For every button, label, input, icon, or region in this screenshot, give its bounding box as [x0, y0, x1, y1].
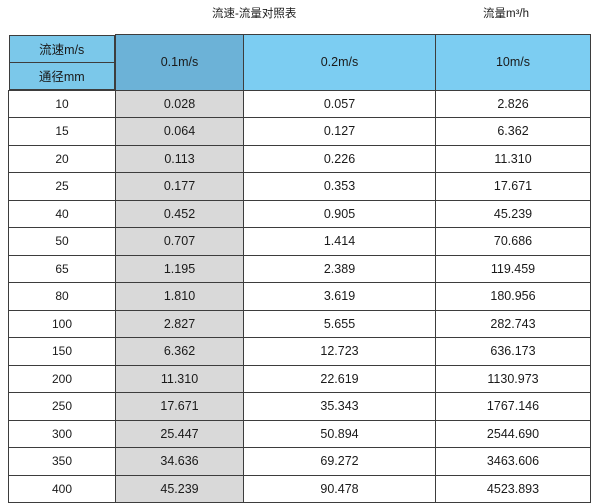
table-row: 50 0.707 1.414 70.686 — [8, 227, 591, 256]
column-header-0: 0.1m/s — [115, 34, 244, 91]
cell-flow-0: 34.636 — [115, 447, 244, 476]
table-row: 25 0.177 0.353 17.671 — [8, 172, 591, 201]
table-row: 65 1.195 2.389 119.459 — [8, 254, 591, 283]
cell-flow-2: 2544.690 — [435, 419, 591, 448]
cell-flow-1: 3.619 — [243, 282, 436, 311]
table-row: 400 45.239 90.478 4523.893 — [8, 474, 591, 503]
cell-flow-1: 0.226 — [243, 144, 436, 173]
cell-diameter: 65 — [8, 254, 116, 283]
cell-diameter: 40 — [8, 199, 116, 228]
cell-flow-0: 0.064 — [115, 117, 244, 146]
cell-diameter: 400 — [8, 474, 116, 503]
corner-header-diameter: 通径mm — [8, 61, 115, 90]
cell-flow-1: 0.127 — [243, 117, 436, 146]
table-header: 流速m/s 通径mm 0.1m/s 0.2m/s 10m/s — [8, 34, 591, 91]
cell-flow-0: 11.310 — [115, 364, 244, 393]
cell-flow-0: 45.239 — [115, 474, 244, 503]
flow-unit-label: 流量m³/h — [483, 8, 529, 20]
table-row: 100 2.827 5.655 282.743 — [8, 309, 591, 338]
cell-flow-2: 119.459 — [435, 254, 591, 283]
flow-velocity-table: 流速m/s 通径mm 0.1m/s 0.2m/s 10m/s 10 0.028 0.… — [8, 34, 591, 503]
cell-flow-0: 0.177 — [115, 172, 244, 201]
cell-flow-0: 0.113 — [115, 144, 244, 173]
cell-flow-2: 45.239 — [435, 199, 591, 228]
cell-flow-0: 1.810 — [115, 282, 244, 311]
cell-flow-1: 22.619 — [243, 364, 436, 393]
cell-flow-2: 70.686 — [435, 227, 591, 256]
cell-flow-1: 90.478 — [243, 474, 436, 503]
cell-flow-1: 0.905 — [243, 199, 436, 228]
cell-diameter: 150 — [8, 337, 116, 366]
cell-flow-1: 69.272 — [243, 447, 436, 476]
cell-diameter: 350 — [8, 447, 116, 476]
caption-row: 流速-流量对照表 流量m³/h — [0, 0, 600, 34]
cell-flow-1: 0.057 — [243, 89, 436, 118]
cell-flow-1: 50.894 — [243, 419, 436, 448]
cell-flow-2: 4523.893 — [435, 474, 591, 503]
flow-velocity-table-container: 流速m/s 通径mm 0.1m/s 0.2m/s 10m/s 10 0.028 0.… — [8, 34, 591, 503]
cell-flow-2: 636.173 — [435, 337, 591, 366]
cell-diameter: 300 — [8, 419, 116, 448]
cell-diameter: 15 — [8, 117, 116, 146]
corner-header-velocity: 流速m/s — [8, 34, 115, 63]
cell-flow-2: 1767.146 — [435, 392, 591, 421]
table-row: 15 0.064 0.127 6.362 — [8, 117, 591, 146]
cell-diameter: 10 — [8, 89, 116, 118]
cell-flow-0: 17.671 — [115, 392, 244, 421]
corner-header-cell: 流速m/s 通径mm — [8, 34, 116, 91]
cell-diameter: 50 — [8, 227, 116, 256]
table-row: 250 17.671 35.343 1767.146 — [8, 392, 591, 421]
cell-flow-0: 2.827 — [115, 309, 244, 338]
cell-diameter: 25 — [8, 172, 116, 201]
cell-diameter: 100 — [8, 309, 116, 338]
page-title: 流速-流量对照表 — [212, 8, 297, 20]
cell-flow-0: 0.028 — [115, 89, 244, 118]
cell-flow-0: 0.707 — [115, 227, 244, 256]
cell-flow-0: 6.362 — [115, 337, 244, 366]
cell-diameter: 80 — [8, 282, 116, 311]
cell-flow-2: 17.671 — [435, 172, 591, 201]
table-row: 80 1.810 3.619 180.956 — [8, 282, 591, 311]
cell-flow-2: 2.826 — [435, 89, 591, 118]
table-row: 350 34.636 69.272 3463.606 — [8, 447, 591, 476]
table-row: 300 25.447 50.894 2544.690 — [8, 419, 591, 448]
cell-flow-2: 6.362 — [435, 117, 591, 146]
column-header-2: 10m/s — [435, 34, 591, 91]
table-row: 10 0.028 0.057 2.826 — [8, 89, 591, 118]
table-row: 150 6.362 12.723 636.173 — [8, 337, 591, 366]
cell-flow-0: 25.447 — [115, 419, 244, 448]
cell-flow-2: 1130.973 — [435, 364, 591, 393]
cell-flow-0: 1.195 — [115, 254, 244, 283]
cell-flow-1: 1.414 — [243, 227, 436, 256]
table-row: 200 11.310 22.619 1130.973 — [8, 364, 591, 393]
cell-diameter: 200 — [8, 364, 116, 393]
cell-flow-0: 0.452 — [115, 199, 244, 228]
table-body: 10 0.028 0.057 2.826 15 0.064 0.127 6.362 20 0.11… — [8, 89, 591, 503]
cell-flow-2: 282.743 — [435, 309, 591, 338]
cell-diameter: 250 — [8, 392, 116, 421]
cell-flow-1: 2.389 — [243, 254, 436, 283]
table-row: 40 0.452 0.905 45.239 — [8, 199, 591, 228]
table-row: 20 0.113 0.226 11.310 — [8, 144, 591, 173]
cell-flow-1: 0.353 — [243, 172, 436, 201]
cell-flow-2: 3463.606 — [435, 447, 591, 476]
cell-flow-2: 11.310 — [435, 144, 591, 173]
table-header-row: 流速m/s 通径mm 0.1m/s 0.2m/s 10m/s — [8, 34, 591, 91]
cell-flow-2: 180.956 — [435, 282, 591, 311]
cell-diameter: 20 — [8, 144, 116, 173]
cell-flow-1: 12.723 — [243, 337, 436, 366]
column-header-1: 0.2m/s — [243, 34, 436, 91]
cell-flow-1: 35.343 — [243, 392, 436, 421]
cell-flow-1: 5.655 — [243, 309, 436, 338]
